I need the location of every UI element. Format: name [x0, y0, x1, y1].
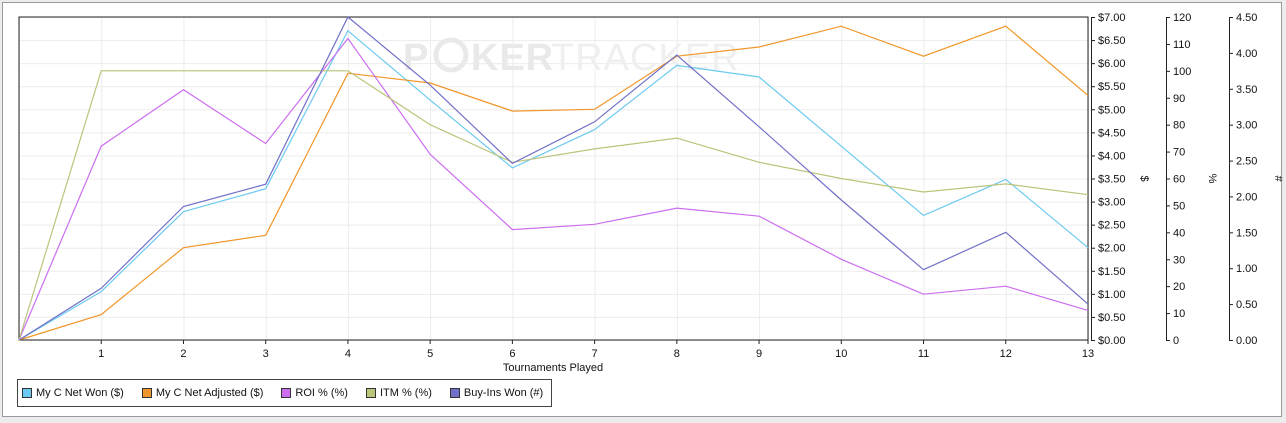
y-tick-label-dollar: $4.50 [1098, 127, 1126, 139]
legend-label: My C Net Adjusted ($) [155, 387, 264, 399]
y-tick-label-percent: 90 [1173, 93, 1185, 105]
x-tick-label: 10 [835, 348, 847, 360]
x-tick-label: 8 [674, 348, 680, 360]
y-tick-label-percent: 80 [1173, 120, 1185, 132]
series-line-3 [18, 70, 1089, 341]
legend-label: My C Net Won ($) [36, 387, 124, 399]
y-tick-label-percent: 10 [1173, 308, 1185, 320]
y-tick-label-percent: 100 [1173, 66, 1191, 78]
legend-swatch [22, 388, 32, 398]
y-tick-label-percent: 70 [1173, 147, 1185, 159]
watermark-ker: KER [471, 37, 554, 79]
watermark-chip-icon [433, 37, 469, 73]
y-tick-label-percent: 110 [1173, 39, 1191, 51]
y-tick-label-dollar: $0.00 [1098, 335, 1126, 347]
series-line-0 [18, 29, 1089, 341]
y-tick-label-dollar: $2.00 [1098, 243, 1126, 255]
series-line-1 [18, 25, 1089, 341]
y-tick-label-dollar: $3.00 [1098, 197, 1126, 209]
y-tick-label-dollar: $3.50 [1098, 174, 1126, 186]
x-tick-label: 7 [592, 348, 598, 360]
legend-swatch [281, 388, 292, 398]
x-axis: 1 2 3 4 5 6 7 8 9 10 11 12 13 [98, 340, 1094, 360]
y-tick-label-count: 2.50 [1236, 156, 1257, 168]
series-line-2 [18, 37, 1089, 341]
watermark-tracker: TRACKER [551, 37, 740, 79]
y-tick-label-count: 3.50 [1236, 84, 1257, 96]
y-tick-label-count: 2.00 [1236, 191, 1257, 203]
y-tick-label-percent: 40 [1173, 227, 1185, 239]
legend-swatch [141, 388, 152, 398]
y-tick-label-percent: 30 [1173, 254, 1185, 266]
y-tick-label-dollar: $2.50 [1098, 220, 1126, 232]
watermark-p: P [403, 37, 429, 79]
y-tick-label-count: 4.50 [1236, 12, 1257, 24]
grid-lines [19, 17, 1089, 341]
y-tick-label-percent: 20 [1173, 281, 1185, 293]
y-tick-label-count: 0.50 [1236, 299, 1257, 311]
legend-label: ITM % (%) [379, 387, 432, 399]
y-tick-label-count: 1.00 [1236, 263, 1257, 275]
x-tick-label: 11 [918, 348, 929, 360]
y-tick-label-percent: 50 [1173, 200, 1185, 212]
legend-swatch [449, 388, 460, 398]
legend-item[interactable]: My C Net Won ($) [22, 387, 124, 399]
y-tick-label-count: 3.00 [1236, 120, 1257, 132]
x-axis-title: Tournaments Played [503, 362, 603, 374]
line-chart: P KER TRACKER 1 2 3 4 5 6 7 8 9 10 11 12 13 $0.00$0.… [18, 12, 1284, 374]
plot-area-border [18, 16, 1089, 341]
y-tick-label-dollar: $6.00 [1098, 58, 1126, 70]
pokertracker-watermark: P KER TRACKER [403, 37, 740, 79]
x-tick-label: 4 [345, 348, 351, 360]
x-tick-label: 5 [427, 348, 433, 360]
y-tick-label-count: 4.00 [1236, 48, 1257, 60]
x-tick-label: 9 [756, 348, 762, 360]
series-lines [18, 16, 1089, 341]
legend-item[interactable]: ITM % (%) [365, 387, 432, 399]
x-tick-label: 6 [509, 348, 515, 360]
legend: My C Net Won ($) My C Net Adjusted ($) ROI… [17, 379, 553, 407]
legend-item[interactable]: ROI % (%) [281, 387, 348, 399]
legend-label: ROI % (%) [295, 387, 348, 399]
y-axis-title-percent: % [1206, 174, 1218, 184]
y-axes: $0.00 $0.50 $1.00 $1.50 $2.00 $2.50 $3.00 $3.50… [1091, 12, 1284, 347]
y-tick-label-dollar: $7.00 [1098, 12, 1126, 24]
y-axis-title-dollar: $ [1138, 175, 1150, 181]
chart-frame: P KER TRACKER 1 2 3 4 5 6 7 8 9 10 11 12 13 $0.00 $0.… [2, 2, 1284, 417]
legend-label: Buy-Ins Won (#) [463, 387, 544, 399]
y-tick-label-dollar: $1.50 [1098, 266, 1126, 278]
x-tick-label: 2 [180, 348, 186, 360]
y-tick-label-dollar: $5.00 [1098, 104, 1126, 116]
legend-item[interactable]: My C Net Adjusted ($) [141, 387, 264, 399]
y-axis-title-count: # [1272, 175, 1283, 182]
y-tick-label-percent: 120 [1173, 12, 1191, 24]
x-tick-label: 1 [98, 348, 104, 360]
legend-item[interactable]: Buy-Ins Won (#) [449, 387, 544, 399]
x-tick-label: 3 [263, 348, 269, 360]
x-tick-label: 13 [1082, 348, 1094, 360]
y-tick-label-dollar: $4.00 [1098, 150, 1126, 162]
x-tick-label: 12 [1000, 348, 1012, 360]
y-tick-label-dollar: $6.50 [1098, 35, 1126, 47]
y-tick-label-percent: 0 [1173, 335, 1179, 347]
y-tick-label-dollar: $5.50 [1098, 81, 1126, 93]
y-tick-label-percent: 60 [1173, 174, 1185, 186]
legend-swatch [365, 388, 376, 398]
y-tick-label-count: 0.00 [1236, 335, 1257, 347]
y-tick-label-dollar: $0.50 [1098, 312, 1126, 324]
series-line-4 [18, 16, 1089, 341]
y-tick-label-dollar: $1.00 [1098, 289, 1126, 301]
y-tick-label-count: 1.50 [1236, 227, 1257, 239]
